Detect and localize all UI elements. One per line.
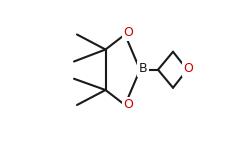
Text: O: O [123,27,133,39]
Text: O: O [183,63,193,75]
Text: O: O [123,99,133,111]
Text: B: B [139,63,147,75]
